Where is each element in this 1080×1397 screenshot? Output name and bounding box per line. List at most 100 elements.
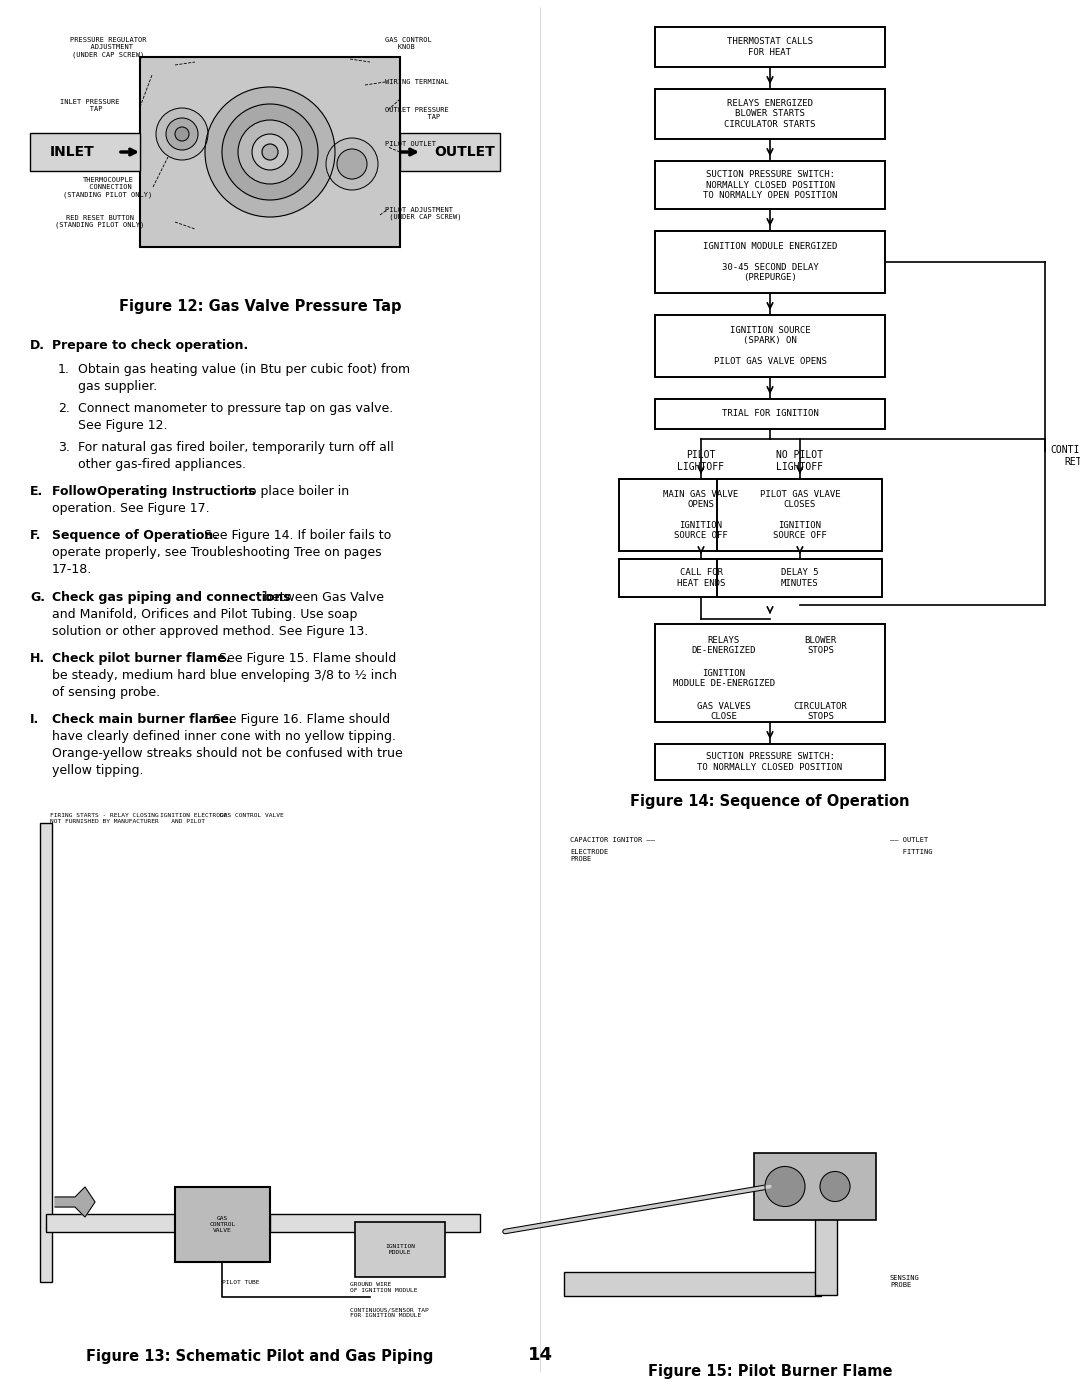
FancyBboxPatch shape [654,745,885,780]
Text: D.: D. [30,339,45,352]
Text: See Figure 16. Flame should: See Figure 16. Flame should [210,712,390,726]
Circle shape [238,120,302,184]
Text: yellow tipping.: yellow tipping. [52,764,144,777]
Text: have clearly defined inner cone with no yellow tipping.: have clearly defined inner cone with no … [52,731,396,743]
FancyBboxPatch shape [654,27,885,67]
FancyBboxPatch shape [654,400,885,429]
FancyBboxPatch shape [815,1199,837,1295]
Text: CIRCULATOR
STOPS: CIRCULATOR STOPS [794,703,848,721]
Text: IGNITION SOURCE
(SPARK) ON

PILOT GAS VALVE OPENS: IGNITION SOURCE (SPARK) ON PILOT GAS VAL… [714,326,826,366]
Text: 1.: 1. [58,363,70,376]
Text: PILOT TUBE: PILOT TUBE [222,1280,259,1285]
Text: 14: 14 [527,1345,553,1363]
Text: CONTINUOUS/SENSOR TAP
FOR IGNITION MODULE: CONTINUOUS/SENSOR TAP FOR IGNITION MODUL… [350,1308,429,1317]
FancyBboxPatch shape [400,133,500,170]
FancyBboxPatch shape [754,1153,876,1220]
FancyBboxPatch shape [654,89,885,138]
Text: other gas-fired appliances.: other gas-fired appliances. [78,458,246,471]
Text: Follow: Follow [52,485,102,499]
Text: Figure 15: Pilot Burner Flame: Figure 15: Pilot Burner Flame [648,1363,892,1379]
Circle shape [252,134,288,170]
Text: be steady, medium hard blue enveloping 3/8 to ½ inch: be steady, medium hard blue enveloping 3… [52,669,397,682]
Text: —— OUTLET: —— OUTLET [890,837,928,842]
Text: G.: G. [30,591,45,604]
Text: Operating Instructions: Operating Instructions [97,485,256,499]
Text: operate properly, see Troubleshooting Tree on pages: operate properly, see Troubleshooting Tr… [52,546,381,559]
Text: of sensing probe.: of sensing probe. [52,686,160,698]
Text: 2.: 2. [58,402,70,415]
Text: DELAY 5
MINUTES: DELAY 5 MINUTES [781,569,819,588]
Text: SENSING
PROBE: SENSING PROBE [890,1275,920,1288]
Text: PILOT
LIGHTOFF: PILOT LIGHTOFF [677,450,725,472]
FancyBboxPatch shape [355,1222,445,1277]
Text: INLET: INLET [50,145,94,159]
Text: See Figure 14. If boiler fails to: See Figure 14. If boiler fails to [200,529,391,542]
Text: Check main burner flame.: Check main burner flame. [52,712,233,726]
Text: For natural gas fired boiler, temporarily turn off all: For natural gas fired boiler, temporaril… [78,441,394,454]
Text: Prepare to check operation.: Prepare to check operation. [52,339,248,352]
Text: GROUND WIRE
OF IGNITION MODULE: GROUND WIRE OF IGNITION MODULE [350,1282,418,1292]
Circle shape [337,149,367,179]
Text: RELAYS ENERGIZED
BLOWER STARTS
CIRCULATOR STARTS: RELAYS ENERGIZED BLOWER STARTS CIRCULATO… [725,99,815,129]
Text: THERMOSTAT CALLS
FOR HEAT: THERMOSTAT CALLS FOR HEAT [727,38,813,57]
FancyBboxPatch shape [140,57,400,247]
Text: I.: I. [30,712,39,726]
FancyBboxPatch shape [175,1187,270,1261]
FancyBboxPatch shape [654,314,885,377]
FancyBboxPatch shape [654,161,885,210]
Polygon shape [55,1187,95,1217]
Text: SUCTION PRESSURE SWITCH:
TO NORMALLY CLOSED POSITION: SUCTION PRESSURE SWITCH: TO NORMALLY CLO… [698,753,842,771]
Text: Check pilot burner flame.: Check pilot burner flame. [52,652,230,665]
Text: CAPACITOR IGNITOR ——: CAPACITOR IGNITOR —— [570,837,654,842]
FancyBboxPatch shape [654,231,885,293]
FancyBboxPatch shape [654,624,885,722]
Text: OUTLET: OUTLET [434,145,496,159]
Text: IGNITION MODULE ENERGIZED

30-45 SECOND DELAY
(PREPURGE): IGNITION MODULE ENERGIZED 30-45 SECOND D… [703,242,837,282]
FancyBboxPatch shape [270,1214,480,1232]
Text: PILOT OUTLET: PILOT OUTLET [384,141,436,147]
Text: BLOWER
STOPS: BLOWER STOPS [805,636,837,655]
Text: Figure 12: Gas Valve Pressure Tap: Figure 12: Gas Valve Pressure Tap [119,299,402,314]
Text: E.: E. [30,485,43,499]
Text: GAS
CONTROL
VALVE: GAS CONTROL VALVE [210,1217,235,1232]
Text: PRESSURE REGULATOR
  ADJUSTMENT
(UNDER CAP SCREW): PRESSURE REGULATOR ADJUSTMENT (UNDER CAP… [70,36,146,57]
Text: PILOT GAS VLAVE
CLOSES

IGNITION
SOURCE OFF: PILOT GAS VLAVE CLOSES IGNITION SOURCE O… [759,490,840,541]
Text: Obtain gas heating value (in Btu per cubic foot) from: Obtain gas heating value (in Btu per cub… [78,363,410,376]
Text: FIRING STARTS - RELAY CLOSING
NOT FURNISHED BY MANUFACTURER: FIRING STARTS - RELAY CLOSING NOT FURNIS… [50,813,159,824]
Circle shape [326,138,378,190]
Text: CONTINUOUS
RETRY: CONTINUOUS RETRY [1050,446,1080,467]
FancyBboxPatch shape [619,479,783,550]
Text: Figure 14: Sequence of Operation: Figure 14: Sequence of Operation [631,793,909,809]
Text: FITTING: FITTING [890,849,932,855]
Text: GAS VALVES
CLOSE: GAS VALVES CLOSE [697,703,751,721]
Text: 17-18.: 17-18. [52,563,92,577]
Text: MAIN GAS VALVE
OPENS

IGNITION
SOURCE OFF: MAIN GAS VALVE OPENS IGNITION SOURCE OFF [663,490,739,541]
Circle shape [222,103,318,200]
FancyBboxPatch shape [717,559,882,597]
Text: IGNITION ELECTRODE
   AND PILOT: IGNITION ELECTRODE AND PILOT [160,813,228,824]
Text: Check gas piping and connections: Check gas piping and connections [52,591,291,604]
Text: ELECTRODE
PROBE: ELECTRODE PROBE [570,849,608,862]
Text: gas supplier.: gas supplier. [78,380,157,393]
Text: IGNITION
MODULE DE-ENERGIZED: IGNITION MODULE DE-ENERGIZED [673,669,775,689]
Text: solution or other approved method. See Figure 13.: solution or other approved method. See F… [52,624,368,637]
Text: and Manifold, Orifices and Pilot Tubing. Use soap: and Manifold, Orifices and Pilot Tubing.… [52,608,357,620]
Text: SUCTION PRESSURE SWITCH:
NORMALLY CLOSED POSITION
TO NORMALLY OPEN POSITION: SUCTION PRESSURE SWITCH: NORMALLY CLOSED… [703,170,837,200]
Text: WIRING TERMINAL: WIRING TERMINAL [384,80,449,85]
Circle shape [166,117,198,149]
Text: Connect manometer to pressure tap on gas valve.: Connect manometer to pressure tap on gas… [78,402,393,415]
Text: See Figure 15. Flame should: See Figure 15. Flame should [215,652,396,665]
FancyBboxPatch shape [717,479,882,550]
Text: Orange-yellow streaks should not be confused with true: Orange-yellow streaks should not be conf… [52,747,403,760]
FancyBboxPatch shape [40,823,52,1282]
FancyBboxPatch shape [46,1214,220,1232]
Text: Figure 13: Schematic Pilot and Gas Piping: Figure 13: Schematic Pilot and Gas Pipin… [86,1350,434,1363]
Text: PILOT ADJUSTMENT
 (UNDER CAP SCREW): PILOT ADJUSTMENT (UNDER CAP SCREW) [384,207,461,221]
Circle shape [820,1172,850,1201]
Text: RELAYS
DE-ENERGIZED: RELAYS DE-ENERGIZED [692,636,756,655]
Circle shape [156,108,208,161]
Circle shape [175,127,189,141]
Text: 3.: 3. [58,441,70,454]
Text: CALL FOR
HEAT ENDS: CALL FOR HEAT ENDS [677,569,725,588]
Text: NO PILOT
LIGHTOFF: NO PILOT LIGHTOFF [777,450,823,472]
